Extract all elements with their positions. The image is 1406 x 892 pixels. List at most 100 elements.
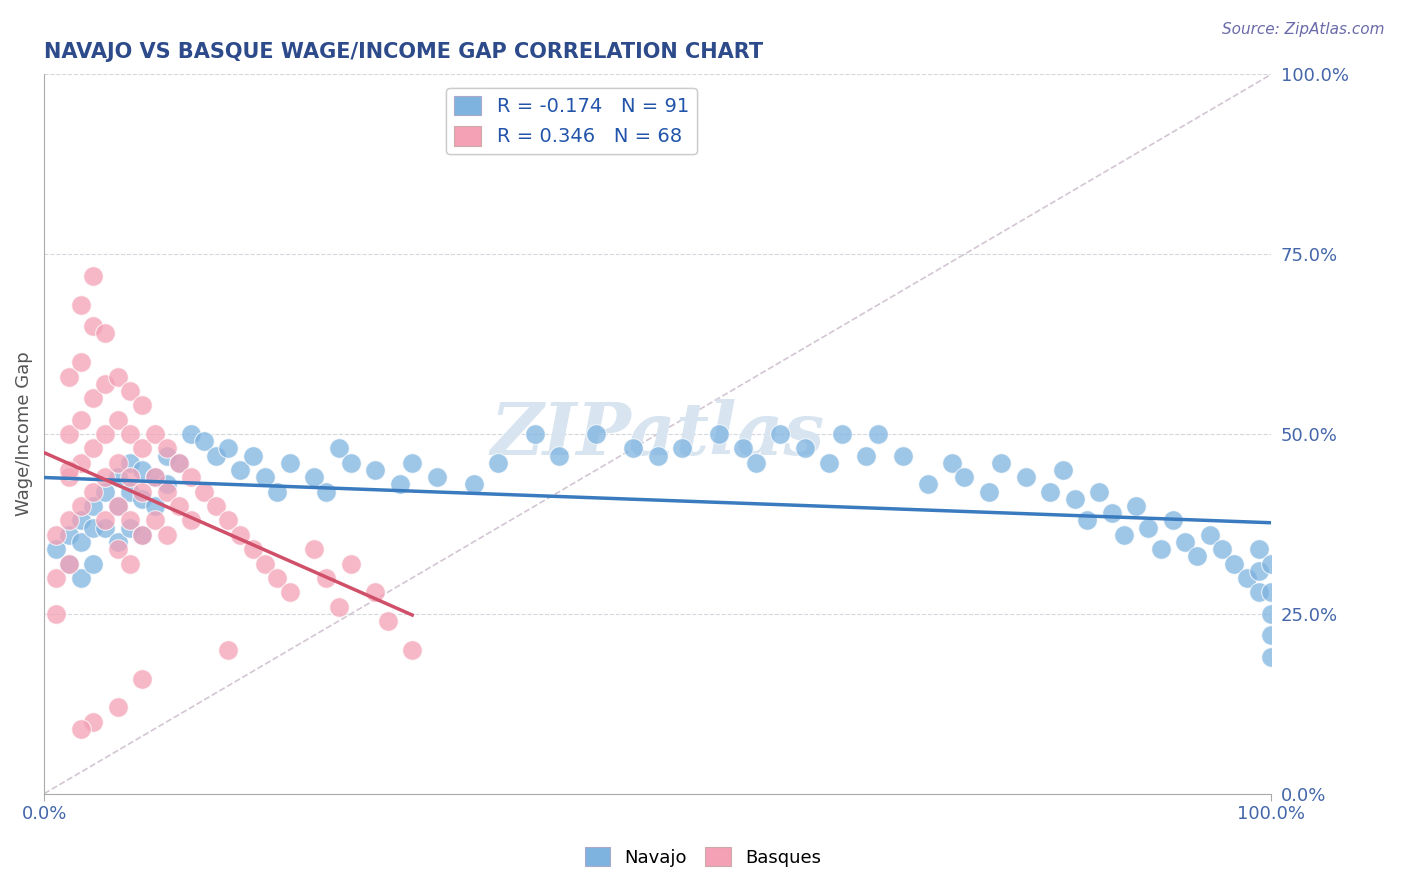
Point bbox=[82, 714, 104, 729]
Point bbox=[58, 463, 80, 477]
Point bbox=[315, 484, 337, 499]
Point bbox=[463, 477, 485, 491]
Point bbox=[1076, 513, 1098, 527]
Point bbox=[70, 535, 93, 549]
Point bbox=[131, 398, 153, 412]
Point bbox=[1101, 506, 1123, 520]
Point bbox=[1198, 527, 1220, 541]
Point bbox=[118, 520, 141, 534]
Point bbox=[278, 456, 301, 470]
Point bbox=[953, 470, 976, 484]
Point bbox=[1187, 549, 1209, 564]
Point bbox=[855, 449, 877, 463]
Y-axis label: Wage/Income Gap: Wage/Income Gap bbox=[15, 351, 32, 516]
Legend: R = -0.174   N = 91, R = 0.346   N = 68: R = -0.174 N = 91, R = 0.346 N = 68 bbox=[447, 87, 697, 154]
Point bbox=[82, 499, 104, 513]
Point bbox=[107, 542, 129, 557]
Point bbox=[364, 585, 387, 599]
Point bbox=[253, 557, 276, 571]
Point bbox=[217, 513, 239, 527]
Point bbox=[1137, 520, 1160, 534]
Point bbox=[745, 456, 768, 470]
Point bbox=[1161, 513, 1184, 527]
Point bbox=[523, 427, 546, 442]
Point bbox=[217, 643, 239, 657]
Point bbox=[107, 535, 129, 549]
Point bbox=[180, 513, 202, 527]
Point bbox=[107, 499, 129, 513]
Point bbox=[302, 470, 325, 484]
Point bbox=[278, 585, 301, 599]
Point bbox=[118, 557, 141, 571]
Point bbox=[58, 369, 80, 384]
Point bbox=[156, 449, 179, 463]
Point bbox=[45, 527, 67, 541]
Point bbox=[1236, 571, 1258, 585]
Point bbox=[82, 319, 104, 334]
Point bbox=[58, 557, 80, 571]
Point bbox=[941, 456, 963, 470]
Point bbox=[94, 513, 117, 527]
Point bbox=[70, 513, 93, 527]
Point bbox=[180, 427, 202, 442]
Point bbox=[131, 672, 153, 686]
Text: ZIPatlas: ZIPatlas bbox=[491, 399, 825, 469]
Point bbox=[143, 499, 166, 513]
Point bbox=[242, 449, 264, 463]
Point bbox=[1260, 557, 1282, 571]
Point bbox=[1112, 527, 1135, 541]
Point bbox=[401, 643, 423, 657]
Point bbox=[1260, 585, 1282, 599]
Point bbox=[118, 513, 141, 527]
Point bbox=[1125, 499, 1147, 513]
Point bbox=[107, 369, 129, 384]
Point bbox=[82, 268, 104, 283]
Point bbox=[70, 456, 93, 470]
Point bbox=[401, 456, 423, 470]
Point bbox=[167, 456, 190, 470]
Point bbox=[1260, 628, 1282, 642]
Point bbox=[70, 355, 93, 369]
Point bbox=[217, 442, 239, 456]
Legend: Navajo, Basques: Navajo, Basques bbox=[578, 840, 828, 874]
Point bbox=[82, 520, 104, 534]
Point bbox=[585, 427, 607, 442]
Point bbox=[1039, 484, 1062, 499]
Point bbox=[1260, 607, 1282, 621]
Point bbox=[143, 427, 166, 442]
Point bbox=[131, 491, 153, 506]
Text: NAVAJO VS BASQUE WAGE/INCOME GAP CORRELATION CHART: NAVAJO VS BASQUE WAGE/INCOME GAP CORRELA… bbox=[44, 42, 763, 62]
Point bbox=[1063, 491, 1085, 506]
Point bbox=[58, 427, 80, 442]
Point bbox=[143, 470, 166, 484]
Point bbox=[340, 557, 363, 571]
Point bbox=[45, 571, 67, 585]
Point bbox=[143, 470, 166, 484]
Point bbox=[548, 449, 571, 463]
Point bbox=[45, 542, 67, 557]
Point bbox=[315, 571, 337, 585]
Point bbox=[107, 456, 129, 470]
Point bbox=[58, 527, 80, 541]
Point bbox=[94, 427, 117, 442]
Point bbox=[107, 412, 129, 426]
Point bbox=[82, 391, 104, 405]
Point bbox=[707, 427, 730, 442]
Point bbox=[977, 484, 1000, 499]
Point bbox=[1088, 484, 1111, 499]
Point bbox=[891, 449, 914, 463]
Point bbox=[647, 449, 669, 463]
Point bbox=[793, 442, 815, 456]
Point bbox=[118, 470, 141, 484]
Point bbox=[167, 499, 190, 513]
Point bbox=[107, 700, 129, 714]
Point bbox=[94, 326, 117, 341]
Point bbox=[253, 470, 276, 484]
Point bbox=[486, 456, 509, 470]
Point bbox=[156, 442, 179, 456]
Point bbox=[118, 484, 141, 499]
Point bbox=[118, 456, 141, 470]
Point bbox=[131, 527, 153, 541]
Point bbox=[82, 442, 104, 456]
Point bbox=[917, 477, 939, 491]
